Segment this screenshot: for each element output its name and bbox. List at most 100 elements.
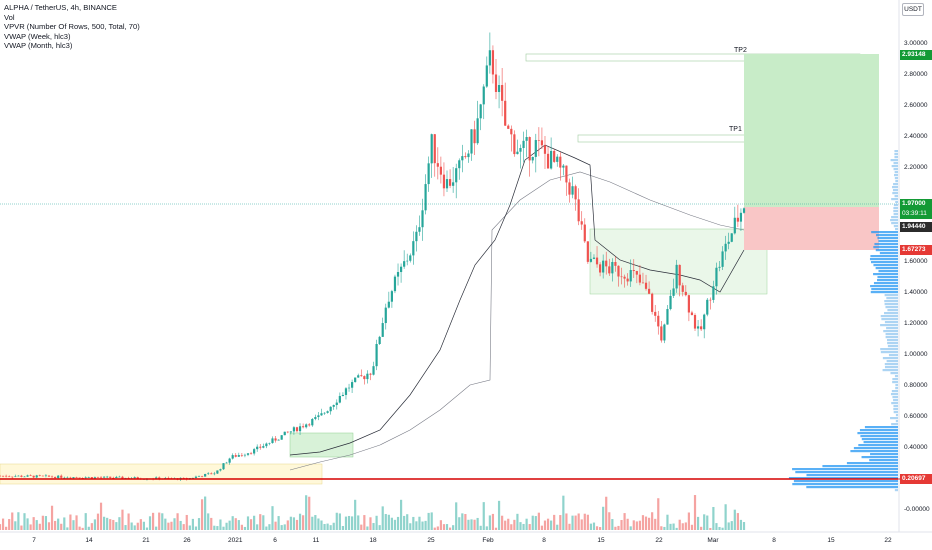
volume-bar xyxy=(543,520,547,530)
candle-body xyxy=(246,453,250,455)
vwap-week-line xyxy=(289,144,745,456)
vpvr-bar xyxy=(892,186,898,189)
volume-bar xyxy=(537,512,540,530)
candle-body xyxy=(366,373,369,380)
vpvr-bar xyxy=(850,450,898,453)
candle-body xyxy=(50,476,54,478)
indicator-vwap-month[interactable]: VWAP (Month, hlc3) xyxy=(4,41,73,51)
indicator-vol[interactable]: Vol xyxy=(4,12,15,22)
volume-bar xyxy=(448,527,452,530)
candle-body xyxy=(20,475,23,477)
volume-bar xyxy=(562,495,565,530)
currency-unit-button[interactable]: USDT xyxy=(902,3,924,16)
volume-bar xyxy=(709,527,712,530)
price-axis-label: 1.40000 xyxy=(904,288,928,296)
vpvr-bar xyxy=(894,195,898,198)
vpvr-bar xyxy=(873,264,898,267)
candle-body xyxy=(87,477,90,478)
volume-bar xyxy=(507,518,510,530)
candle-body xyxy=(292,427,296,432)
vpvr-bar xyxy=(895,201,898,204)
tp2-label: TP2 xyxy=(734,47,747,54)
volume-bar xyxy=(684,522,687,530)
vpvr-bar xyxy=(887,342,898,345)
vpvr-bar xyxy=(885,306,898,309)
volume-bar xyxy=(473,519,476,530)
candle-body xyxy=(461,156,464,161)
volume-bar xyxy=(14,521,17,530)
candle-body xyxy=(75,477,78,478)
volume-bar xyxy=(406,514,409,530)
candle-body xyxy=(421,210,424,228)
vpvr-bar xyxy=(869,459,898,462)
tp1-label: TP1 xyxy=(729,126,742,133)
time-axis-label: 11 xyxy=(312,537,320,544)
volume-bar xyxy=(739,519,743,530)
volume-bar xyxy=(262,515,265,530)
vpvr-bar xyxy=(858,444,898,447)
volume-bar xyxy=(26,518,29,530)
indicator-vwap-week[interactable]: VWAP (Week, hlc3) xyxy=(4,31,71,41)
volume-bar xyxy=(265,526,268,530)
vpvr-bar xyxy=(895,387,898,390)
volume-bar xyxy=(121,509,124,530)
volume-bar xyxy=(730,521,733,530)
candle-body xyxy=(464,156,467,158)
vpvr-bar xyxy=(893,225,898,228)
vpvr-bar xyxy=(893,204,898,207)
loss-zone xyxy=(744,207,879,250)
vpvr-bar xyxy=(892,396,898,399)
candle-body xyxy=(654,311,657,316)
candle-body xyxy=(60,475,63,478)
vpvr-bar xyxy=(895,384,898,387)
candle-body xyxy=(690,312,694,315)
candle-body xyxy=(194,476,198,478)
volume-bar xyxy=(614,526,617,530)
candle-body xyxy=(733,217,736,234)
volume-bar xyxy=(482,502,485,530)
vpvr-bar xyxy=(893,162,898,165)
price-axis-label: 0.80000 xyxy=(904,381,928,389)
candle-body xyxy=(344,388,348,395)
candle-body xyxy=(44,475,48,477)
volume-bar xyxy=(577,513,580,530)
vpvr-bar xyxy=(894,150,898,153)
candle-body xyxy=(504,100,507,126)
volume-bar xyxy=(298,513,302,530)
volume-bar xyxy=(700,526,703,530)
candle-body xyxy=(63,477,66,479)
vpvr-bar xyxy=(891,390,898,393)
volume-bar xyxy=(136,522,139,530)
candle-body xyxy=(253,449,256,454)
volume-bar xyxy=(249,519,253,530)
time-axis-label: 15 xyxy=(597,537,605,544)
candle-body xyxy=(687,295,690,313)
volume-bar xyxy=(488,515,491,530)
indicator-vpvr[interactable]: VPVR (Number Of Rows, 500, Total, 70) xyxy=(4,22,140,32)
volume-bar xyxy=(320,520,323,530)
candle-body xyxy=(338,396,341,403)
candle-body xyxy=(393,276,397,292)
candle-body xyxy=(715,267,718,287)
candle-body xyxy=(11,476,14,478)
volume-bar xyxy=(151,512,155,530)
volume-bar xyxy=(366,526,369,530)
candle-body xyxy=(663,324,666,341)
candle-body xyxy=(497,85,501,92)
vpvr-bar xyxy=(880,351,898,354)
candle-body xyxy=(213,473,216,475)
volume-bar xyxy=(29,524,32,530)
volume-bar xyxy=(139,519,142,530)
volume-bar xyxy=(375,515,378,530)
symbol-title[interactable]: ALPHA / TetherUS, 4h, BINANCE xyxy=(4,3,117,12)
volume-bar xyxy=(553,514,556,530)
candle-body xyxy=(210,473,213,475)
candle-body xyxy=(295,427,299,432)
volume-bar xyxy=(210,517,213,530)
candle-body xyxy=(8,476,11,478)
volume-bar xyxy=(302,515,305,530)
candle-body xyxy=(133,477,136,479)
candle-body xyxy=(26,475,29,477)
volume-bar xyxy=(390,517,394,530)
